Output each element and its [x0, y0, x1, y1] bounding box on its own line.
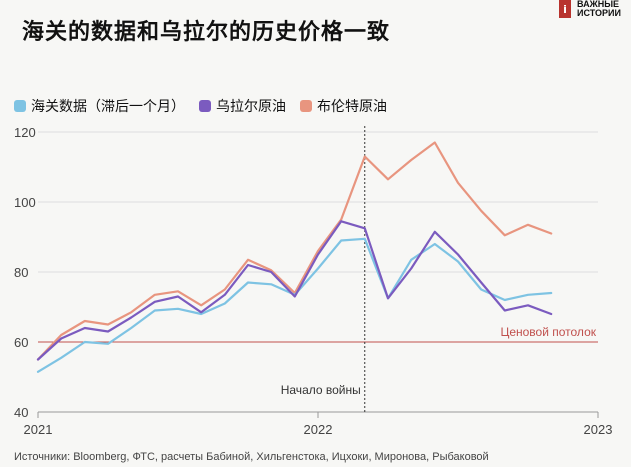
logo-line-2: ИСТОРИИ [577, 8, 621, 18]
legend-label-customs: 海关数据（滞后一个月） [31, 99, 185, 115]
y-tick-label: 100 [14, 195, 36, 210]
series-line-2 [36, 141, 553, 361]
logo-mark-icon: i [559, 0, 572, 18]
legend-item-brent: 布伦特原油 [300, 96, 387, 116]
brand-logo[interactable]: i ВАЖНЫЕ ИСТОРИИ [559, 0, 621, 18]
legend-item-urals: 乌拉尔原油 [199, 96, 286, 116]
x-tick-label: 2023 [584, 422, 613, 437]
source-footnote: Источники: Bloomberg, ФТС, расчеты Бабин… [14, 451, 489, 463]
y-tick-label: 80 [14, 265, 28, 280]
series-line-1 [36, 220, 553, 361]
y-tick-label: 120 [14, 125, 36, 140]
war-start-label: Начало войны [281, 383, 361, 397]
logo-text: ВАЖНЫЕ ИСТОРИИ [577, 0, 621, 18]
chart-title: 海关的数据和乌拉尔的历史价格一致 [22, 20, 391, 45]
y-tick-label: 60 [14, 335, 28, 350]
series-line-0 [36, 237, 553, 373]
legend-swatch-urals [199, 100, 211, 112]
x-tick-label: 2021 [24, 422, 53, 437]
legend-item-customs: 海关数据（滞后一个月） [14, 96, 185, 116]
logo-line-1: ВАЖНЫЕ [577, 0, 620, 9]
legend-label-brent: 布伦特原油 [317, 99, 387, 115]
y-tick-label: 40 [14, 405, 28, 420]
legend-label-urals: 乌拉尔原油 [216, 99, 286, 115]
chart-legend: 海关数据（滞后一个月） 乌拉尔原油 布伦特原油 [14, 96, 401, 116]
legend-swatch-customs [14, 100, 26, 112]
x-tick-label: 2022 [304, 422, 333, 437]
legend-swatch-brent [300, 100, 312, 112]
price-cap-label: Ценовой потолок [500, 325, 596, 339]
